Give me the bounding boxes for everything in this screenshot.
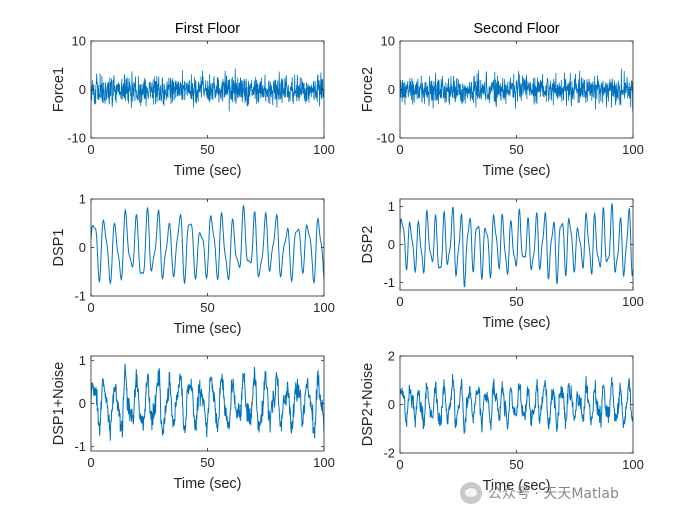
series-line	[400, 68, 633, 112]
y-axis-label: DSP1+Noise	[51, 362, 67, 445]
y-tick-label: 0	[79, 396, 86, 411]
y-axis-label: Force2	[360, 67, 376, 112]
series-line	[91, 363, 324, 441]
subplot-title: First Floor	[175, 21, 240, 37]
series-line	[91, 68, 324, 112]
series-line	[91, 204, 324, 285]
series-line	[400, 203, 633, 288]
y-tick-label: -10	[376, 131, 395, 146]
subplot-title: Second Floor	[473, 21, 559, 37]
x-axis-label: Time (sec)	[174, 321, 242, 337]
series-line	[400, 374, 633, 434]
x-tick-label: 50	[200, 300, 214, 315]
y-tick-label: 0	[388, 397, 395, 412]
y-tick-label: -1	[383, 275, 395, 290]
y-tick-label: -2	[383, 446, 395, 461]
x-tick-label: 0	[396, 142, 403, 157]
y-axis-label: DSP1	[51, 229, 67, 267]
x-tick-label: 100	[313, 300, 335, 315]
x-tick-label: 50	[509, 457, 523, 472]
axes-box	[399, 198, 634, 291]
x-tick-label: 0	[396, 294, 403, 309]
y-axis-label: DSP2	[360, 226, 376, 264]
wechat-icon	[460, 482, 482, 504]
x-tick-label: 100	[313, 455, 335, 470]
y-tick-label: -1	[74, 289, 86, 304]
x-tick-label: 50	[200, 455, 214, 470]
y-tick-label: 10	[72, 34, 86, 49]
x-tick-label: 0	[87, 142, 94, 157]
x-axis-label: Time (sec)	[483, 315, 551, 331]
y-tick-label: 0	[79, 240, 86, 255]
x-tick-label: 100	[313, 142, 335, 157]
y-tick-label: 0	[388, 237, 395, 252]
x-tick-label: 50	[509, 294, 523, 309]
y-axis-label: DSP2+Noise	[360, 363, 376, 446]
y-axis-label: Force1	[51, 67, 67, 112]
y-tick-label: 0	[388, 82, 395, 97]
x-axis-label: Time (sec)	[483, 163, 551, 179]
y-tick-label: 1	[79, 353, 86, 368]
x-tick-label: 0	[87, 300, 94, 315]
y-tick-label: -10	[67, 131, 86, 146]
x-tick-label: 0	[87, 455, 94, 470]
x-axis-label: Time (sec)	[174, 476, 242, 492]
y-tick-label: -1	[74, 439, 86, 454]
y-tick-label: 10	[381, 34, 395, 49]
watermark-text: 公众号 · 天天Matlab	[488, 486, 619, 502]
x-tick-label: 100	[622, 142, 644, 157]
x-tick-label: 100	[622, 294, 644, 309]
x-axis-label: Time (sec)	[174, 163, 242, 179]
y-tick-label: 2	[388, 349, 395, 364]
y-tick-label: 1	[388, 199, 395, 214]
x-tick-label: 100	[622, 457, 644, 472]
x-tick-label: 50	[509, 142, 523, 157]
y-tick-label: 1	[79, 192, 86, 207]
x-tick-label: 50	[200, 142, 214, 157]
x-tick-label: 0	[396, 457, 403, 472]
x-axis-label: Time (sec)	[483, 478, 551, 494]
y-tick-label: 0	[79, 82, 86, 97]
watermark: 公众号 · 天天Matlab	[460, 482, 619, 504]
